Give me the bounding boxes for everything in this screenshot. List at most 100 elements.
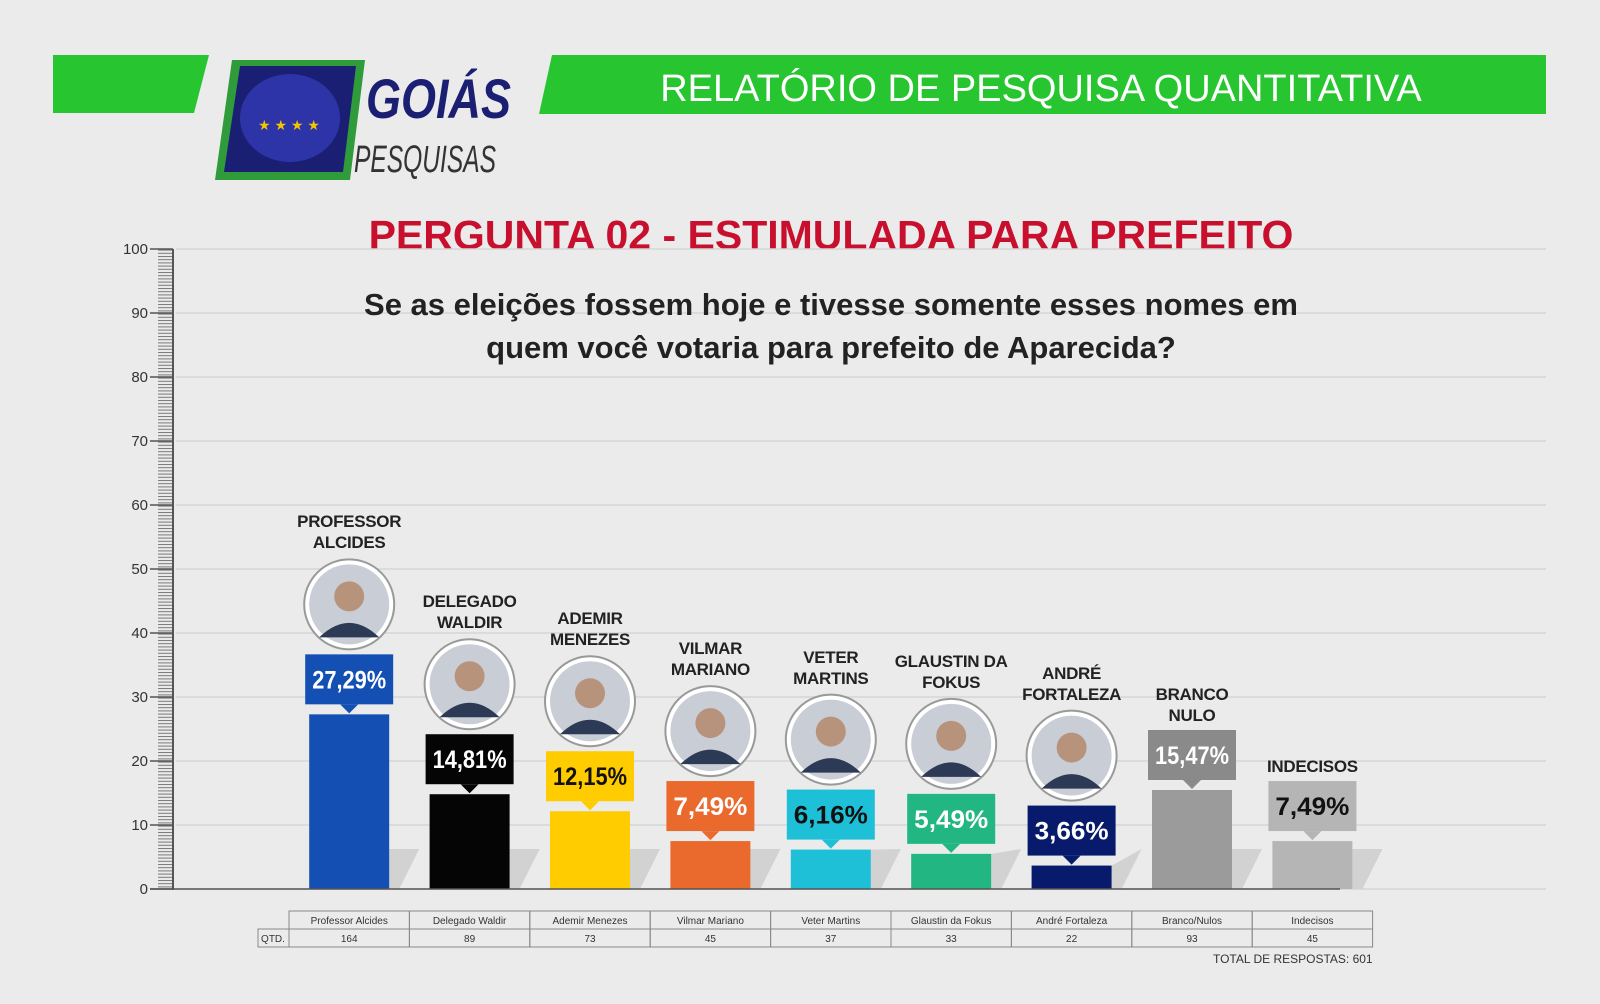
table-row-label: QTD. [261,934,285,945]
value-label: 3,66% [1035,818,1109,846]
table-name: Ademir Menezes [552,916,627,927]
svg-text:★ ★ ★ ★: ★ ★ ★ ★ [258,117,320,133]
photo-head [1056,732,1087,763]
value-label: 6,16% [794,802,868,830]
y-tick-label: 50 [131,561,148,578]
value-label-box [666,781,755,832]
y-tick-label: 90 [131,305,148,322]
y-tick-label: 80 [131,369,148,386]
value-label-box [305,654,394,705]
candidate-name: ADEMIR MENEZES [549,609,631,650]
y-tick-label: 20 [131,753,148,770]
header-bar-left [53,55,209,113]
table-name: Indecisos [1291,916,1333,927]
candidate-name: PROFESSOR ALCIDES [297,512,402,553]
bar [1152,789,1232,889]
value-label-box [907,793,996,844]
value-label-box [1268,781,1357,832]
photo-body [560,719,620,735]
photo-body [1041,774,1102,789]
value-label-box [1148,729,1236,780]
table-cell [1251,928,1374,948]
value-label: 5,49% [914,806,988,834]
value-label-pointer [340,704,359,714]
table-count: 45 [705,934,717,945]
value-label: 7,49% [1275,793,1349,821]
value-label: 12,15% [553,763,627,791]
table-name: Vilmar Mariano [677,916,744,927]
value-label-pointer [1183,779,1201,789]
candidate-name: ANDRÉ FORTALEZA [1022,663,1122,704]
table-name: Delegado Waldir [433,916,507,927]
candidate-name: VETER MARTINS [793,647,869,688]
photo-head [454,661,485,692]
photo-head [936,720,967,751]
chart-subtitle: Se as eleições fossem hoje e tivesse som… [364,287,1298,322]
bar-shadow [870,849,901,889]
y-tick-label: 60 [131,497,148,514]
value-label-pointer [460,784,479,794]
table-count: 22 [1066,934,1078,945]
logo-subtext: PESQUISAS [354,139,496,181]
bar [309,714,390,889]
value-label-pointer [942,843,961,853]
table-count: 45 [1307,934,1319,945]
header-title: RELATÓRIO DE PESQUISA QUANTITATIVA [660,67,1422,110]
y-tick-label: 40 [131,625,148,642]
table-name: Branco/Nulos [1162,916,1222,927]
candidate-name: VILMAR MARIANO [670,639,750,680]
photo-body [921,762,982,777]
bar [790,849,871,889]
bar [550,811,630,889]
value-label: 27,29% [312,666,386,694]
table-count: 33 [946,934,958,945]
candidate-name: DELEGADO WALDIR [422,592,517,633]
value-label-pointer [821,839,840,849]
bar [1031,865,1112,889]
photo-body [319,622,380,638]
bar-shadow [509,849,540,889]
value-label-pointer [701,831,720,841]
value-label-box [546,751,634,802]
table-name: André Fortaleza [1036,916,1108,927]
bar-shadow [389,849,420,889]
value-label-pointer [1303,831,1322,841]
candidate-name: BRANCO NULO [1155,685,1229,725]
table-count: 89 [464,934,476,945]
photo-body [439,702,500,718]
bar-shadow [1111,849,1142,889]
total-responses: TOTAL DE RESPOSTAS: 601 [1213,952,1373,966]
table-count: 93 [1186,934,1198,945]
table-count: 164 [341,934,358,945]
value-label: 7,49% [673,793,747,821]
photo-body [680,749,741,765]
photo-head [575,678,605,709]
chart-title: PERGUNTA 02 - ESTIMULADA PARA PREFEITO [369,212,1294,258]
photo-head [334,581,365,612]
value-label-pointer [1062,855,1081,865]
y-tick-label: 100 [123,241,148,258]
table-name: Glaustin da Fokus [911,916,992,927]
y-tick-label: 10 [131,817,148,834]
value-label-box [425,734,514,785]
table-count: 37 [825,934,837,945]
photo-head [815,716,846,747]
logo: ★ ★ ★ ★ [215,60,365,180]
candidate-name: INDECISOS [1266,757,1358,777]
bar [670,841,751,889]
photo-head [695,708,726,739]
y-tick-label: 0 [140,881,148,898]
bar [911,853,992,889]
y-tick-label: 30 [131,689,148,706]
value-label-box [1027,805,1116,856]
bar-shadow [1352,849,1383,889]
bar-shadow [750,849,781,889]
table-name: Professor Alcides [311,916,388,927]
photo-body [800,758,861,773]
table-count: 73 [584,934,596,945]
value-label: 15,47% [1155,742,1229,770]
candidate-name: GLAUSTIN DA FOKUS [894,651,1008,692]
y-tick-label: 70 [131,433,148,450]
